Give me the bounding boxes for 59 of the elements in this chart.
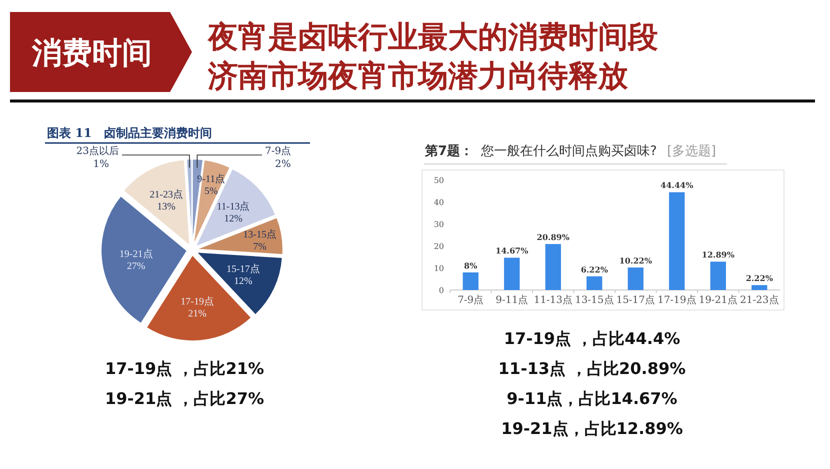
data-label: 12% (224, 213, 242, 224)
data-label: 14.67% (496, 246, 529, 256)
data-label: 2% (275, 159, 291, 170)
bar (669, 192, 685, 290)
data-label: 12.89% (702, 250, 735, 260)
chart-title: 第7题： (424, 144, 474, 159)
chart-title: 图表 11 卤制品主要消费时间 (47, 126, 212, 140)
bar (752, 285, 768, 290)
slice-label: 19-21点 (119, 248, 153, 260)
legend-title: [多选题] (666, 144, 716, 159)
data-label: 44.44% (660, 180, 694, 190)
text: 17-19点 ，占比44.4% (504, 329, 680, 348)
bar (462, 272, 478, 290)
y-tick-label: 50 (434, 176, 444, 185)
x-tick-label: 21-23点 (740, 294, 779, 306)
y-tick-label: 10 (434, 264, 444, 273)
bar (504, 258, 520, 290)
data-label: 20.89% (536, 232, 570, 242)
data-label: 12% (234, 276, 252, 288)
slice-label: 15-17点 (226, 263, 260, 276)
data-label: 2.22% (746, 273, 774, 284)
text: 9-11点，占比14.67% (506, 389, 678, 408)
data-label: 21% (188, 308, 206, 320)
text: 11-13点 ，占比20.89% (498, 359, 686, 378)
bar (545, 244, 561, 290)
slice-label: 7-9点 (265, 145, 292, 157)
x-tick-label: 7-9点 (458, 294, 484, 306)
data-label: 10.22% (619, 256, 652, 266)
x-tick-label: 17-19点 (657, 294, 696, 306)
data-label: 27% (126, 260, 146, 272)
data-label: 13% (157, 202, 176, 213)
slice-label: 11-13点 (216, 200, 250, 212)
y-tick-label: 40 (434, 198, 444, 207)
slice-label: 21-23点 (150, 188, 183, 201)
slice-label: 13-15点 (243, 228, 276, 240)
data-label: 8% (464, 260, 478, 270)
x-tick-label: 11-13点 (534, 294, 573, 306)
y-tick-label: 0 (438, 286, 444, 295)
data-label: 5% (204, 186, 218, 198)
y-tick-label: 30 (434, 220, 444, 229)
bar (710, 262, 726, 290)
bar (586, 276, 602, 290)
data-label: 7% (253, 241, 266, 252)
y-tick-label: 20 (434, 242, 444, 251)
x-tick-label: 13-15点 (574, 294, 614, 306)
bar (628, 268, 644, 290)
text: 夜宵是卤味行业最大的消费时间段 (207, 20, 658, 55)
data-label: 6.22% (580, 264, 608, 274)
x-tick-label: 9-11点 (496, 294, 528, 306)
data-label: 1% (93, 159, 109, 170)
text: 17-19点 ，占比21% (105, 359, 264, 378)
text: 消费时间 (31, 36, 152, 71)
x-tick-label: 19-21点 (698, 294, 738, 306)
x-tick-label: 15-17点 (616, 294, 656, 306)
text: 19-21点 ，占比27% (105, 389, 264, 408)
chart-subtitle: 您一般在什么时间点购买卤味? (480, 144, 657, 159)
slice-label: 23点以后 (76, 145, 119, 157)
text: 19-21点，占比12.89% (501, 419, 683, 438)
text: 济南市场夜宵市场潜力尚待释放 (207, 59, 629, 94)
